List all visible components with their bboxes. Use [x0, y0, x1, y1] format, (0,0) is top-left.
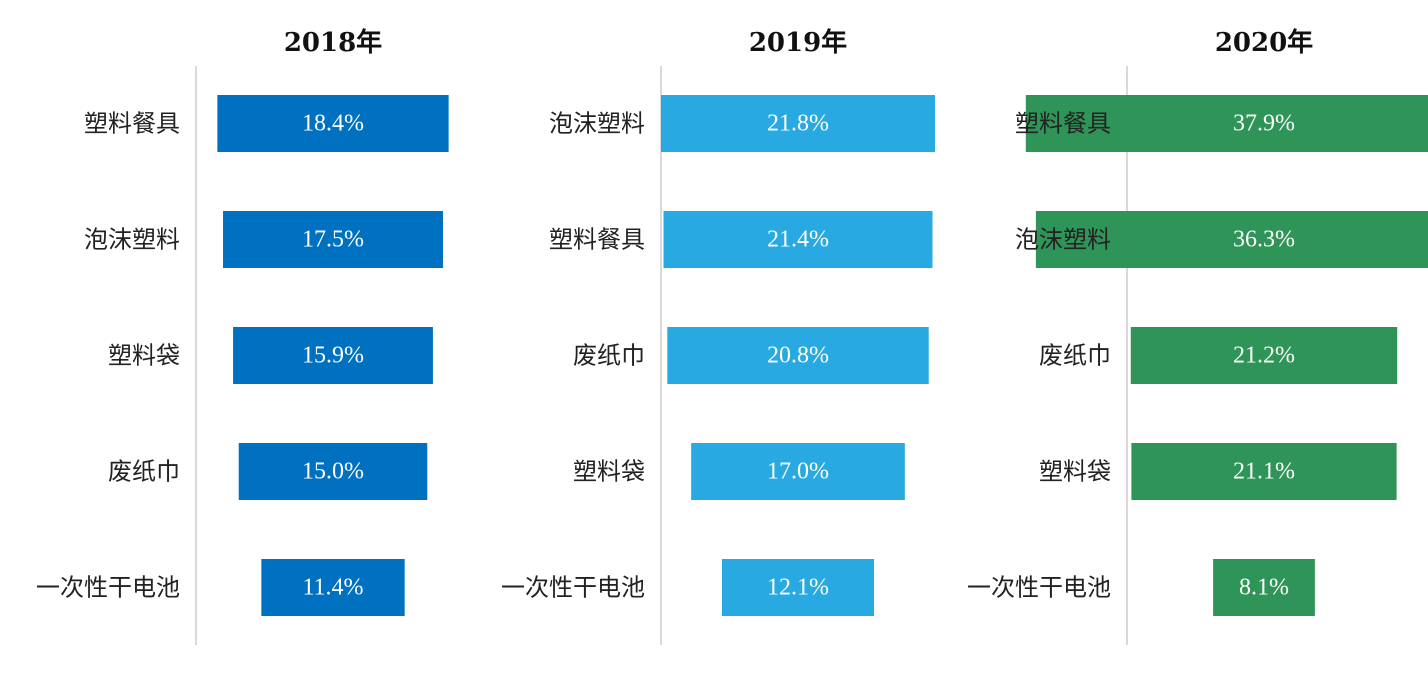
category-label: 一次性干电池 [967, 574, 1111, 602]
bar-5 [261, 559, 405, 616]
category-label: 一次性干电池 [36, 574, 180, 602]
category-label: 泡沫塑料 [549, 110, 645, 138]
category-label: 废纸巾 [1039, 342, 1111, 370]
bar-5 [721, 559, 875, 616]
value-label: 15.9% [302, 343, 364, 369]
category-label: 泡沫塑料 [1015, 226, 1111, 254]
value-label: 21.8% [767, 111, 829, 137]
bar-5 [1213, 559, 1315, 616]
value-label: 18.4% [302, 111, 364, 137]
category-label: 塑料餐具 [549, 226, 645, 254]
value-label: 37.9% [1233, 111, 1295, 137]
value-label: 11.4% [302, 575, 363, 601]
category-label: 泡沫塑料 [84, 226, 180, 254]
bar-4 [238, 443, 428, 500]
value-label: 8.1% [1239, 575, 1289, 601]
value-label: 12.1% [767, 575, 829, 601]
category-label: 塑料袋 [1039, 458, 1111, 486]
category-label: 废纸巾 [573, 342, 645, 370]
category-label: 塑料餐具 [84, 110, 180, 138]
value-label: 21.2% [1233, 343, 1295, 369]
panel-title: 2020年 [1215, 27, 1313, 58]
bar-2 [663, 211, 933, 268]
panel-title: 2019年 [749, 27, 847, 58]
bar-1 [1025, 95, 1428, 152]
bar-3 [1130, 327, 1398, 384]
category-label: 塑料餐具 [1015, 110, 1111, 138]
bar-1 [661, 95, 935, 152]
value-label: 21.4% [767, 227, 829, 253]
bar-4 [691, 443, 905, 500]
bar-4 [1131, 443, 1397, 500]
bar-1 [217, 95, 449, 152]
value-label: 17.0% [767, 459, 829, 485]
value-label: 21.1% [1233, 459, 1295, 485]
category-label: 一次性干电池 [501, 574, 645, 602]
bar-2 [223, 211, 443, 268]
category-label: 塑料袋 [573, 458, 645, 486]
value-label: 17.5% [302, 227, 364, 253]
bar-3 [233, 327, 433, 384]
category-label: 废纸巾 [108, 458, 180, 486]
bar-2 [1035, 211, 1428, 268]
value-label: 15.0% [302, 459, 364, 485]
value-label: 20.8% [767, 343, 829, 369]
panel-title: 2018年 [284, 27, 382, 58]
category-label: 塑料袋 [108, 342, 180, 370]
bar-3 [667, 327, 929, 384]
value-label: 36.3% [1233, 227, 1295, 253]
